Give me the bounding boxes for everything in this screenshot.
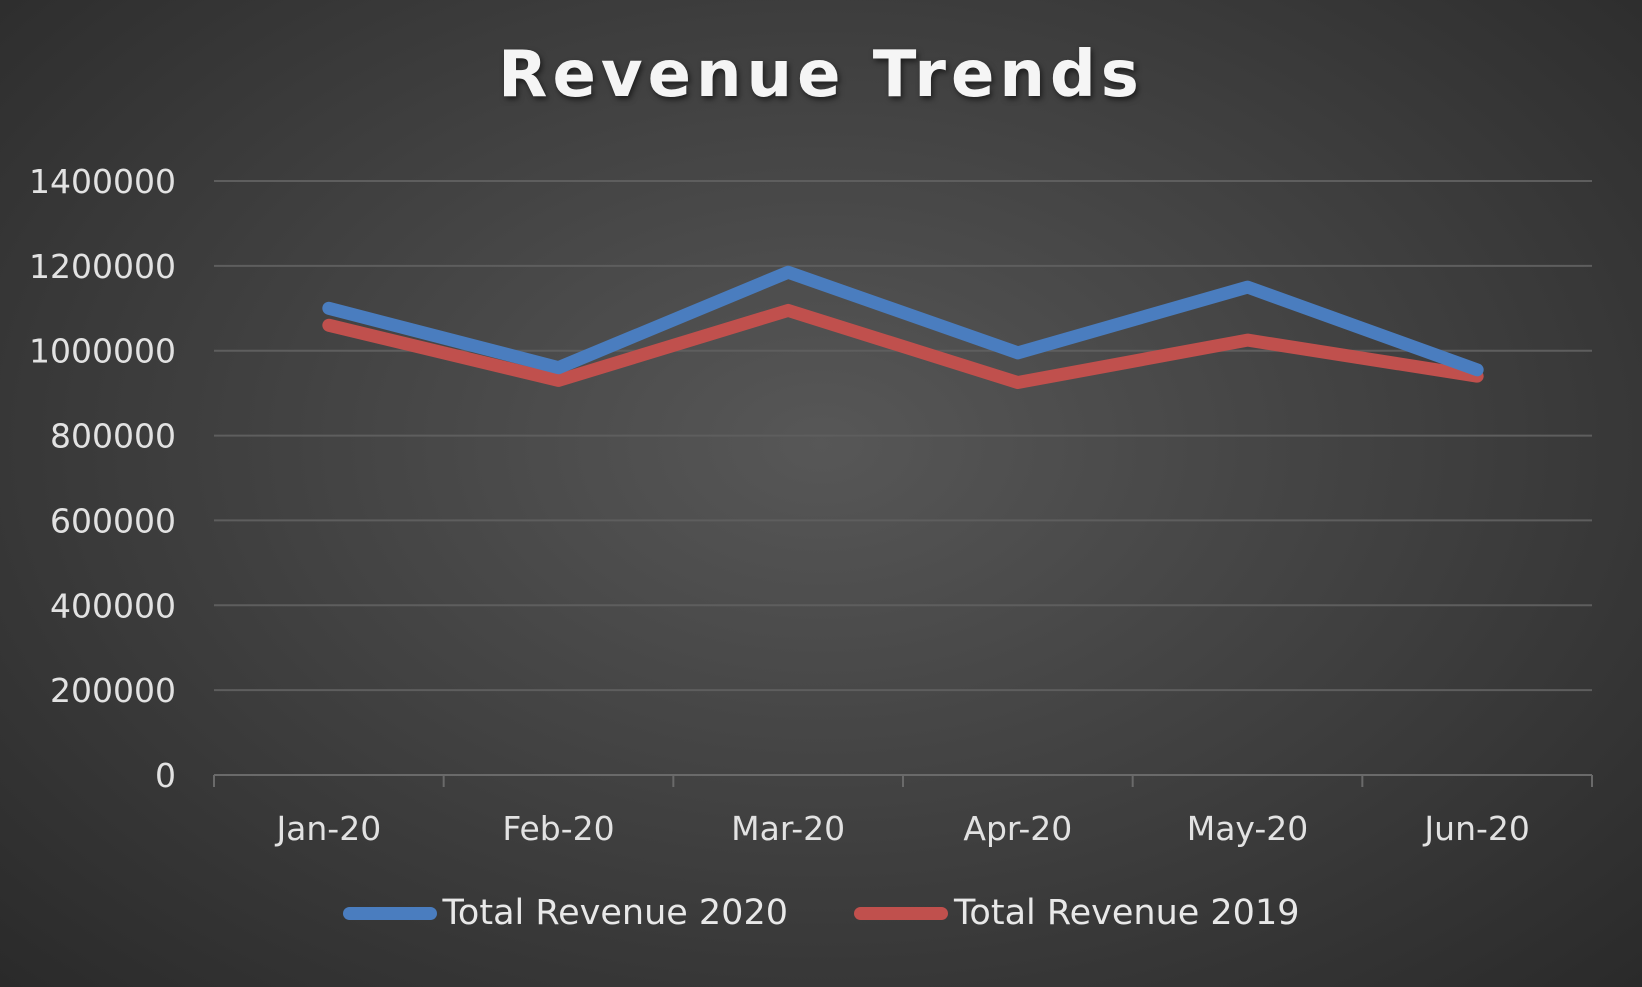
y-tick-label: 600000 — [50, 501, 176, 540]
data-point — [1017, 352, 1019, 354]
y-tick-label: 400000 — [50, 586, 176, 625]
x-tick-label: Apr-20 — [963, 809, 1072, 848]
y-axis-tick-labels: 0 200000 400000 600000 800000 1000000 1200000 1… — [29, 162, 176, 795]
legend-item-2019[interactable]: Total Revenue 2019 — [854, 893, 1300, 933]
x-tick-label: Feb-20 — [502, 809, 614, 848]
data-point — [787, 271, 789, 273]
series-lines — [322, 265, 1484, 390]
y-tick-label: 1000000 — [29, 332, 176, 371]
x-axis — [213, 774, 1593, 787]
legend-label-2020: Total Revenue 2020 — [442, 893, 789, 933]
y-tick-label: 800000 — [50, 417, 176, 456]
x-axis-tick-labels: Jan-20 Feb-20 Mar-20 Apr-20 May-20 Jun-20 — [274, 809, 1529, 848]
x-tick-label: Jun-20 — [1422, 809, 1529, 848]
x-tick-label: Mar-20 — [731, 809, 845, 848]
series-line-0 — [322, 265, 1484, 377]
series-line-1 — [322, 303, 1484, 390]
legend-item-2020[interactable]: Total Revenue 2020 — [342, 893, 789, 933]
data-point — [558, 367, 559, 369]
chart-title: Revenue Trends — [498, 38, 1144, 112]
data-point — [1247, 339, 1248, 341]
legend-swatch-2019 — [854, 906, 948, 920]
y-tick-label: 0 — [155, 756, 176, 795]
y-tick-label: 200000 — [50, 671, 176, 710]
data-point — [328, 324, 330, 326]
data-point — [1476, 369, 1478, 371]
legend-swatch-2020 — [342, 906, 437, 920]
data-point — [328, 307, 330, 309]
y-tick-label: 1400000 — [29, 162, 176, 201]
x-tick-label: May-20 — [1187, 809, 1309, 848]
legend: Total Revenue 2020 Total Revenue 2019 — [0, 893, 1642, 933]
data-point — [787, 309, 789, 311]
data-point — [558, 379, 559, 381]
data-point — [1017, 382, 1019, 384]
legend-label-2019: Total Revenue 2019 — [954, 893, 1300, 933]
x-tick-label: Jan-20 — [274, 809, 381, 848]
data-point — [1247, 286, 1248, 288]
y-tick-label: 1200000 — [29, 247, 176, 286]
gridlines — [214, 180, 1592, 692]
